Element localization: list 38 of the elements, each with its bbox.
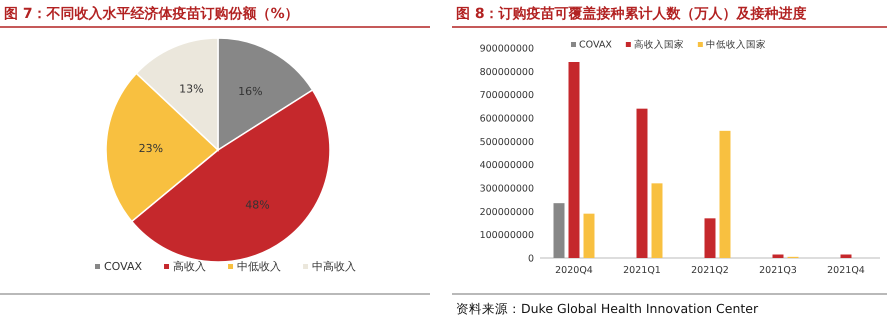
chart-title: 图 7：不同收入水平经济体疫苗订购份额（%）	[4, 5, 299, 22]
y-tick-label: 900000000	[480, 44, 534, 54]
bar	[652, 183, 662, 258]
text: 资料来源：Duke Global Health Innovation Center	[456, 301, 759, 316]
legend-label: 中低收入国家	[706, 38, 766, 50]
data-label: 13%	[179, 82, 204, 96]
y-tick-label: 100000000	[480, 230, 534, 242]
x-tick-label: 2021Q2	[691, 265, 729, 276]
legend-label: 高收入	[173, 260, 206, 273]
x-tick-label: 2020Q4	[555, 265, 593, 276]
legend-label: 中高收入	[312, 260, 356, 273]
bar	[584, 214, 594, 258]
bar	[554, 203, 564, 258]
bar	[636, 108, 648, 258]
data-label: 23%	[138, 142, 164, 155]
y-tick-label: 200000000	[480, 206, 534, 218]
y-tick-label: 700000000	[480, 90, 534, 102]
bar	[840, 254, 852, 258]
chart-title: 图 8：订购疫苗可覆盖接种累计人数（万人）及接种进度	[456, 5, 807, 22]
y-tick-label: 500000000	[480, 136, 534, 148]
y-tick-label: 0	[528, 254, 534, 264]
bar	[720, 130, 730, 258]
y-tick-label: 800000000	[480, 66, 534, 78]
bar	[772, 254, 784, 258]
x-tick-label: 2021Q1	[623, 265, 661, 276]
legend-label: COVAX	[579, 40, 612, 50]
data-label: 16%	[238, 85, 263, 98]
legend-label: COVAX	[104, 260, 142, 273]
x-tick-label: 2021Q4	[827, 265, 865, 276]
x-tick-label: 2021Q3	[759, 265, 797, 276]
bar	[704, 218, 716, 258]
legend-label: 中低收入	[237, 260, 282, 273]
y-tick-label: 400000000	[480, 160, 534, 172]
y-tick-label: 600000000	[480, 114, 534, 124]
y-tick-label: 300000000	[480, 184, 534, 194]
data-label: 48%	[245, 198, 270, 212]
bar	[568, 62, 580, 258]
legend-label: 高收入国家	[634, 38, 684, 50]
